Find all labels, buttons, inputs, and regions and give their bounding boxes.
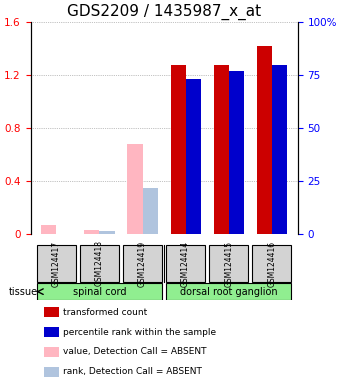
Text: spinal cord: spinal cord xyxy=(73,286,126,296)
Bar xyxy=(257,46,272,234)
FancyBboxPatch shape xyxy=(209,245,248,282)
Bar xyxy=(143,187,158,234)
Bar xyxy=(272,65,287,234)
FancyBboxPatch shape xyxy=(37,283,162,300)
FancyBboxPatch shape xyxy=(166,245,205,282)
Title: GDS2209 / 1435987_x_at: GDS2209 / 1435987_x_at xyxy=(67,4,261,20)
Text: transformed count: transformed count xyxy=(62,308,147,317)
Bar xyxy=(186,79,201,234)
Text: GSM124419: GSM124419 xyxy=(138,240,147,286)
Text: GSM124414: GSM124414 xyxy=(181,240,190,286)
FancyBboxPatch shape xyxy=(37,245,76,282)
Bar xyxy=(41,225,56,234)
Bar xyxy=(44,367,59,377)
FancyBboxPatch shape xyxy=(166,283,291,300)
Bar xyxy=(128,144,143,234)
Bar xyxy=(44,347,59,357)
Text: GSM124415: GSM124415 xyxy=(224,240,233,286)
Text: GSM124417: GSM124417 xyxy=(52,240,61,286)
FancyBboxPatch shape xyxy=(252,245,291,282)
Text: GSM124416: GSM124416 xyxy=(267,240,276,286)
Bar xyxy=(170,66,186,234)
Text: tissue: tissue xyxy=(8,286,38,296)
Bar xyxy=(100,231,115,234)
Bar xyxy=(44,327,59,337)
Bar xyxy=(213,66,229,234)
FancyBboxPatch shape xyxy=(123,245,162,282)
Text: GSM124418: GSM124418 xyxy=(95,240,104,286)
Bar xyxy=(229,71,244,234)
Bar xyxy=(44,308,59,317)
Bar xyxy=(84,230,100,234)
Text: rank, Detection Call = ABSENT: rank, Detection Call = ABSENT xyxy=(62,367,202,376)
FancyBboxPatch shape xyxy=(80,245,119,282)
Text: dorsal root ganglion: dorsal root ganglion xyxy=(180,286,278,296)
Text: percentile rank within the sample: percentile rank within the sample xyxy=(62,328,216,337)
Text: value, Detection Call = ABSENT: value, Detection Call = ABSENT xyxy=(62,348,206,356)
